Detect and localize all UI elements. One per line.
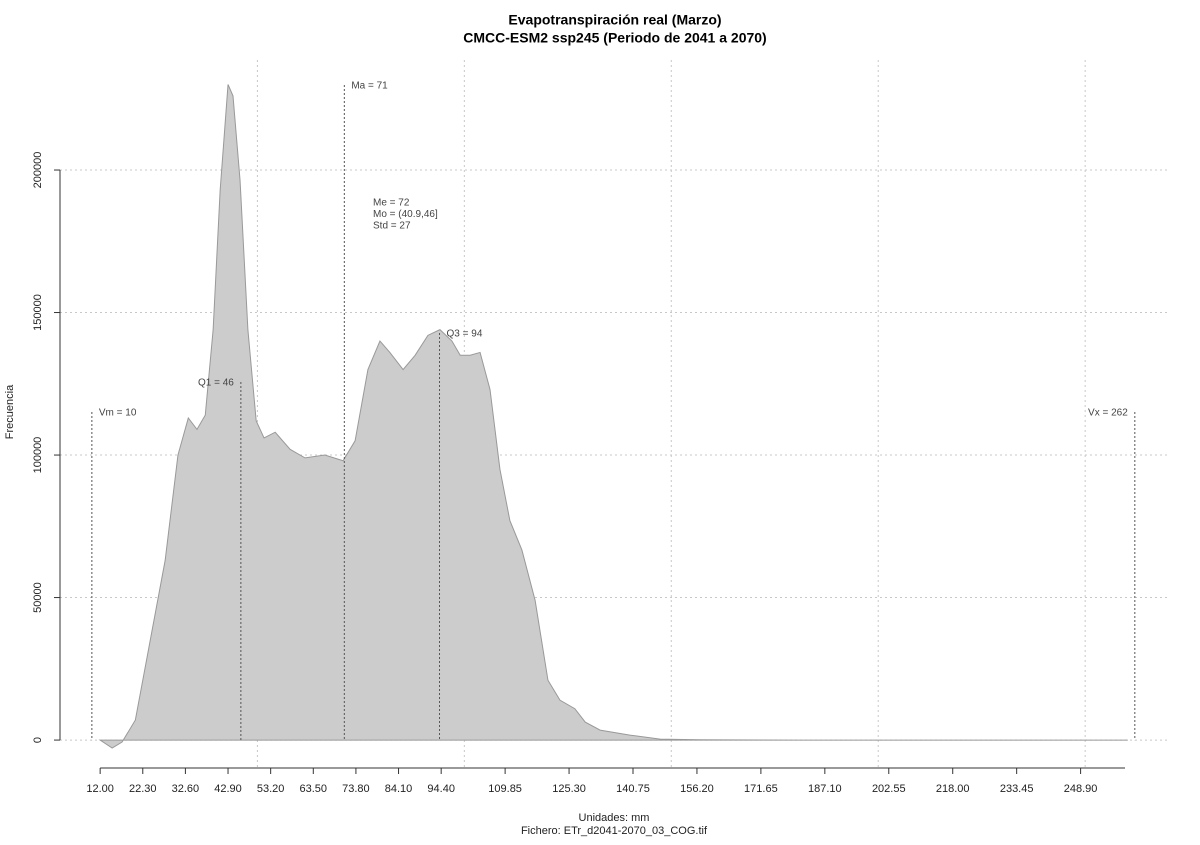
x-tick-label: 84.10: [385, 783, 413, 795]
x-tick-label: 53.20: [257, 783, 285, 795]
y-tick-label: 0: [32, 737, 44, 743]
x-tick-label: 73.80: [342, 783, 370, 795]
x-tick-label: 22.30: [129, 783, 157, 795]
stat-label: Mo = (40.9,46]: [373, 209, 438, 220]
x-tick-label: 140.75: [616, 783, 650, 795]
x-tick-label: 109.85: [488, 783, 522, 795]
y-axis-label: Frecuencia: [4, 384, 16, 439]
x-tick-label: 32.60: [172, 783, 200, 795]
x-tick-label: 171.65: [744, 783, 778, 795]
y-tick-label: 100000: [32, 437, 44, 474]
x-tick-label: 125.30: [552, 783, 586, 795]
x-tick-label: 12.00: [86, 783, 114, 795]
x-tick-label: 42.90: [214, 783, 242, 795]
stat-label: Std = 27: [373, 221, 411, 232]
density-area: [98, 84, 1128, 749]
x-tick-label: 187.10: [808, 783, 842, 795]
x-tick-label: 248.90: [1064, 783, 1098, 795]
x-tick-label: 233.45: [1000, 783, 1034, 795]
x-tick-label: 156.20: [680, 783, 714, 795]
x-tick-label: 94.40: [427, 783, 455, 795]
chart-subtitle: CMCC-ESM2 ssp245 (Periodo de 2041 a 2070…: [463, 30, 766, 46]
caption: Fichero: ETr_d2041-2070_03_COG.tif: [521, 825, 708, 837]
y-tick-label: 150000: [32, 294, 44, 331]
y-tick-label: 50000: [32, 582, 44, 613]
marker-label: Q1 = 46: [198, 378, 234, 389]
x-tick-label: 63.50: [300, 783, 328, 795]
y-tick-label: 200000: [32, 152, 44, 189]
marker-label: Vm = 10: [99, 408, 137, 419]
chart-title: Evapotranspiración real (Marzo): [508, 12, 721, 28]
marker-label: Vx = 262: [1088, 408, 1128, 419]
marker-label: Ma = 71: [351, 81, 388, 92]
stat-label: Me = 72: [373, 198, 410, 209]
x-tick-label: 202.55: [872, 783, 906, 795]
x-axis-label: Unidades: mm: [579, 812, 650, 824]
x-tick-label: 218.00: [936, 783, 970, 795]
marker-label: Q3 = 94: [447, 329, 483, 340]
